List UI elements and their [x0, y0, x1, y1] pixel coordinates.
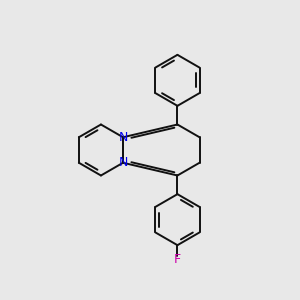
Text: N: N [118, 131, 128, 144]
Text: N: N [118, 156, 128, 169]
Text: F: F [174, 254, 181, 266]
